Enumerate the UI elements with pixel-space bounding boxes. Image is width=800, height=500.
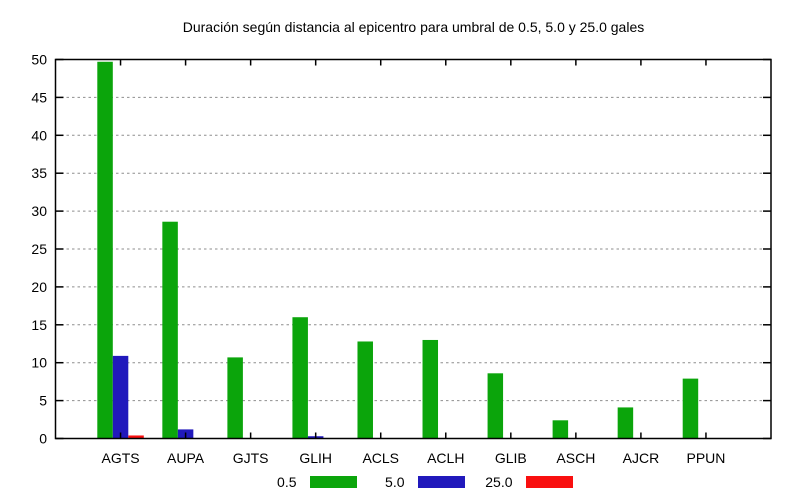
y-tick-label: 15 xyxy=(31,317,47,333)
x-category-label: ACLH xyxy=(427,450,464,466)
plot-border xyxy=(54,58,772,440)
legend-label: 25.0 xyxy=(485,474,513,490)
bar-GJTS-0.5 xyxy=(227,357,243,439)
legend-label: 5.0 xyxy=(385,474,405,490)
legend-item-0.5: 0.5 xyxy=(255,474,357,490)
y-axis-labels: 0 5 10 15 20 25 30 35 40 45 50 xyxy=(31,52,47,447)
y-tick-label: 25 xyxy=(31,241,47,257)
legend-label: 0.5 xyxy=(277,474,297,490)
y-tick-label: 45 xyxy=(31,89,47,105)
bar-ASCH-0.5 xyxy=(552,420,569,439)
x-category-label: AJCR xyxy=(623,450,660,466)
bar-AGTS-5.0 xyxy=(112,355,129,439)
legend-swatch xyxy=(309,476,357,488)
bar-AUPA-0.5 xyxy=(162,221,178,439)
x-category-label: GJTS xyxy=(233,450,269,466)
legend: 0.5 5.0 25.0 xyxy=(56,474,771,490)
x-category-label: AGTS xyxy=(101,450,139,466)
x-category-label: GLIB xyxy=(495,450,527,466)
chart-title: Duración según distancia al epicentro pa… xyxy=(182,19,645,35)
y-tick-label: 5 xyxy=(39,393,47,409)
y-tick-label: 0 xyxy=(39,431,47,447)
y-tick-label: 40 xyxy=(31,127,47,143)
y-tick-label: 20 xyxy=(31,279,47,295)
bar-ACLS-0.5 xyxy=(357,341,373,439)
x-axis-labels: AGTS AUPA GJTS GLIH ACLS ACLH GLIB ASCH AJCR PPUN xyxy=(101,450,725,466)
bar-GLIH-0.5 xyxy=(292,317,308,439)
gridlines xyxy=(55,96,771,402)
x-category-label: ACLS xyxy=(362,450,399,466)
legend-item-5.0: 5.0 xyxy=(363,474,465,490)
bar-AJCR-0.5 xyxy=(617,407,634,439)
bar-PPUN-0.5 xyxy=(682,378,699,439)
bars xyxy=(97,61,699,439)
x-category-label: AUPA xyxy=(167,450,205,466)
legend-swatch xyxy=(417,476,465,488)
axis-ticks xyxy=(55,58,771,440)
y-tick-label: 35 xyxy=(31,165,47,181)
x-category-label: PPUN xyxy=(686,450,725,466)
y-tick-label: 30 xyxy=(31,203,47,219)
x-category-label: GLIH xyxy=(299,450,332,466)
bar-ACLH-0.5 xyxy=(422,339,439,439)
legend-item-25.0: 25.0 xyxy=(471,474,573,490)
y-tick-label: 50 xyxy=(31,52,47,68)
bar-AGTS-25.0 xyxy=(128,435,144,439)
x-category-label: ASCH xyxy=(556,450,595,466)
legend-swatch xyxy=(525,476,573,488)
y-tick-label: 10 xyxy=(31,355,47,371)
bar-GLIB-0.5 xyxy=(487,373,504,439)
bar-AGTS-0.5 xyxy=(97,61,113,439)
